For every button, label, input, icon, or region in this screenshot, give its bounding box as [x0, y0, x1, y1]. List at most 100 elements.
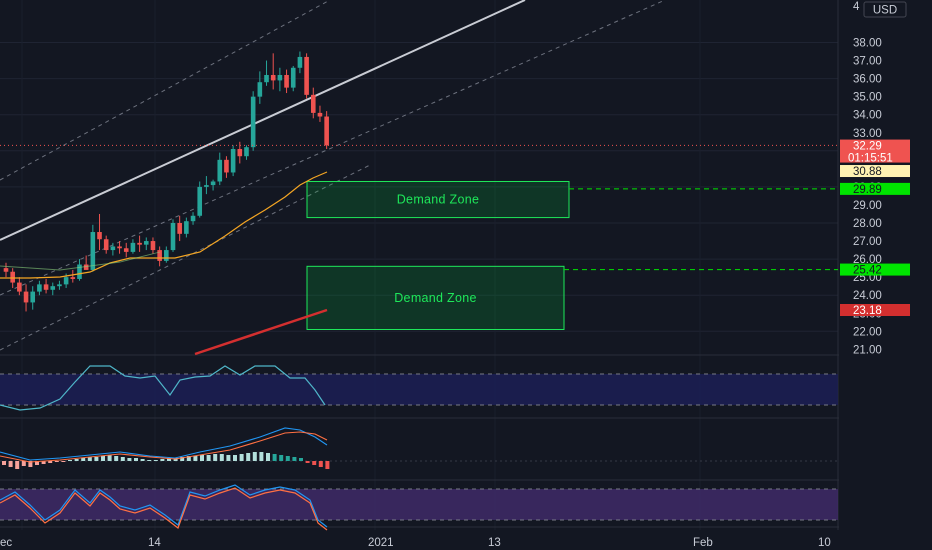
macd-histogram-bar	[41, 461, 46, 464]
price-tag-label: 23.18	[853, 305, 882, 317]
candle-body	[63, 277, 69, 285]
macd-histogram-bar	[101, 456, 105, 461]
macd-histogram-bar	[186, 456, 191, 461]
macd-signal-line	[0, 431, 328, 463]
candle-body	[157, 250, 162, 261]
macd-histogram-bar	[233, 455, 237, 461]
demand-zone-1	[306, 180, 570, 219]
candle-body	[43, 284, 49, 290]
time-axis-label: ec	[0, 537, 12, 549]
price-overlays	[0, 144, 838, 356]
macd-histogram-bar	[35, 461, 39, 465]
price-tick-label: 27.00	[853, 236, 882, 248]
macd-histogram-bar	[299, 458, 303, 461]
macd-histogram-bar	[272, 454, 277, 461]
price-tick-label: 26.00	[853, 254, 882, 266]
stochastic-k-line	[0, 484, 328, 528]
macd-histogram-bar	[285, 456, 290, 461]
price-tick-label: 28.00	[853, 218, 882, 230]
currency-badge	[863, 1, 907, 18]
candle-body	[83, 264, 89, 270]
candle-body	[324, 116, 329, 146]
price-tag	[840, 139, 910, 163]
macd-line	[0, 427, 328, 461]
macd-histogram-bar	[81, 458, 86, 461]
macd-histogram-bar	[120, 457, 125, 461]
macd-histogram-bar	[239, 454, 244, 461]
macd-histogram-bar	[252, 452, 257, 461]
macd-histogram-bar	[213, 454, 218, 461]
macd-histogram-bar	[61, 461, 66, 462]
grid	[0, 0, 932, 530]
macd-histogram-bar	[259, 452, 264, 461]
channel-upper-line	[0, 0, 331, 181]
macd-histogram-bar	[127, 458, 132, 461]
macd-histogram-bar	[140, 459, 145, 461]
macd-histogram-bar	[312, 461, 317, 465]
candle-body	[244, 147, 249, 157]
time-axis-label: Feb	[693, 537, 713, 549]
candle-body	[277, 74, 283, 81]
macd-histogram-bar	[8, 461, 13, 467]
macd-histogram-bar	[325, 461, 330, 469]
demand-zone-label-2: Demand Zone	[394, 291, 477, 305]
macd-histogram-bar	[180, 457, 185, 461]
candle-body	[184, 221, 189, 234]
red-trend-line	[194, 308, 328, 356]
price-tag	[840, 304, 910, 317]
macd-histogram-bar	[94, 457, 99, 461]
time-axis-background	[0, 531, 932, 550]
macd-histogram-bar	[292, 457, 297, 461]
candle-body	[177, 223, 182, 234]
candle-body	[70, 277, 76, 279]
macd-histogram-bar	[87, 457, 92, 461]
candle-body	[197, 186, 203, 216]
price-tag-label: 32.29	[853, 141, 882, 153]
macd-histogram-bar	[173, 458, 178, 461]
candle-body	[210, 181, 216, 186]
price-axis[interactable]: 38.0037.0036.0035.0034.0033.0032.0030.00…	[839, 0, 932, 550]
candle-body	[270, 74, 276, 81]
macd-histogram-bar	[2, 461, 6, 465]
candle-body	[224, 159, 229, 173]
candle-body	[137, 242, 142, 245]
candle-body	[170, 223, 176, 251]
moving-average-short-line	[0, 251, 161, 271]
macd-histogram-bar	[279, 455, 284, 461]
stochastic-band	[0, 489, 838, 520]
macd-histogram-bar	[226, 455, 231, 461]
oscillator-line	[0, 365, 326, 411]
candle-body	[217, 159, 223, 182]
candle-body	[103, 239, 109, 251]
candle-body	[310, 94, 316, 113]
time-axis[interactable]: ec 14 2021 13 Feb 10	[0, 531, 932, 550]
candle-body	[204, 185, 209, 187]
candle-body	[50, 286, 56, 290]
macd-histogram-bar	[219, 454, 224, 461]
candle-body	[190, 215, 196, 222]
candles	[3, 51, 329, 312]
price-tick-label: 36.00	[853, 74, 882, 86]
macd-histogram-bar	[107, 455, 112, 461]
candle-body	[10, 271, 15, 283]
macd-histogram-bar	[160, 459, 165, 461]
price-tick-label: 4	[853, 1, 860, 13]
candle-body	[317, 112, 323, 117]
candle-body	[150, 241, 156, 251]
moving-average-line	[0, 171, 328, 279]
candle-body	[250, 96, 256, 148]
time-axis-label: 2021	[368, 537, 394, 549]
channel-mid-line	[0, 0, 526, 241]
price-tick-label: 34.00	[853, 110, 882, 122]
currency-badge-label: USD	[873, 5, 897, 17]
macd-histogram-bar	[193, 456, 198, 461]
macd-histogram-bar	[206, 455, 211, 461]
macd-histogram-bar	[266, 453, 270, 461]
price-tag	[840, 263, 910, 276]
candle-body	[264, 74, 269, 83]
candle-body	[57, 284, 62, 287]
candle-body	[30, 291, 36, 303]
channel-bottom-line	[0, 164, 371, 351]
candle-body	[164, 250, 169, 261]
